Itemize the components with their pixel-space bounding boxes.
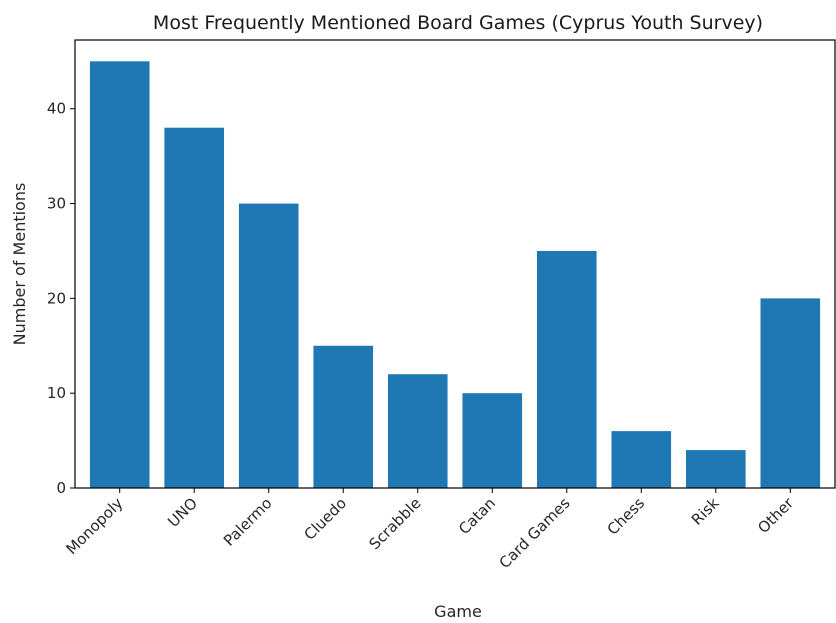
bar-catan [462,393,523,488]
y-tick-label: 10 [47,384,66,402]
x-tick-label-catan: Catan [455,494,499,538]
bars-group [89,61,821,488]
bar-uno [164,127,225,488]
bar-chess [611,431,672,488]
x-tick-label-monopoly: Monopoly [63,494,127,558]
bar-scrabble [387,374,448,488]
x-tick-label-risk: Risk [688,494,723,529]
y-axis-ticks: 0 10 20 30 40 [47,100,75,497]
x-tick-label-uno: UNO [164,494,201,531]
y-tick-label: 40 [47,100,66,118]
y-tick-label: 20 [47,289,66,307]
bar-other [760,298,821,488]
x-tick-label-scrabble: Scrabble [365,494,424,553]
x-tick-label-card-games: Card Games [496,494,574,572]
x-tick-label-cluedo: Cluedo [301,494,351,544]
plot-frame [74,39,836,489]
x-axis-ticks: Monopoly UNO Palermo Cluedo Scrabble CatanCar… [63,488,798,572]
x-tick-label-palermo: Palermo [220,494,276,550]
x-tick-label-other: Other [754,494,797,537]
y-tick-label: 30 [47,195,66,213]
chart-title: Most Frequently Mentioned Board Games (C… [153,12,763,34]
x-axis-label: Game [434,602,482,621]
y-tick-label: 0 [56,479,66,497]
bar-monopoly [89,61,150,488]
bar-palermo [238,203,299,488]
bar-risk [685,450,746,488]
x-tick-label-chess: Chess [604,494,649,539]
y-axis-label: Number of Mentions [10,183,29,346]
bar-card-games [536,250,597,488]
bar-cluedo [313,345,374,488]
